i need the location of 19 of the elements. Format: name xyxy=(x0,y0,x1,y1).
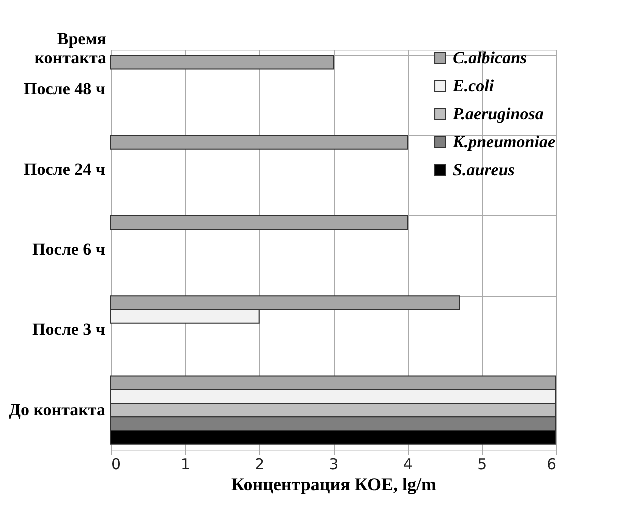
x-tick-label: 5 xyxy=(478,456,488,474)
y-tick-label: После 3 ч xyxy=(32,320,106,340)
y-tick-label: После 6 ч xyxy=(32,240,106,259)
legend-label: P.aeruginosa xyxy=(452,104,544,124)
x-tick-label: 3 xyxy=(329,456,339,474)
legend-label: K.pneumoniae xyxy=(452,132,556,152)
legend-label: E.coli xyxy=(452,76,494,96)
x-tick-label: 1 xyxy=(180,456,190,474)
x-tick-label: 0 xyxy=(112,456,122,474)
y-tick-label: До контакта xyxy=(9,400,106,420)
x-tick-label: 6 xyxy=(546,456,556,474)
legend-label: S.aureus xyxy=(453,160,516,180)
x-tick-label: 2 xyxy=(255,456,265,474)
legend-label: C.albicans xyxy=(453,48,528,68)
x-tick-label: 4 xyxy=(403,456,413,474)
y-axis-title: Время контакта xyxy=(34,30,107,68)
y-tick-label: После 48 ч xyxy=(24,80,106,99)
y-tick-label: После 24 ч xyxy=(24,160,106,179)
x-axis-title: Концентрация КОЕ, lg/m xyxy=(232,474,436,494)
